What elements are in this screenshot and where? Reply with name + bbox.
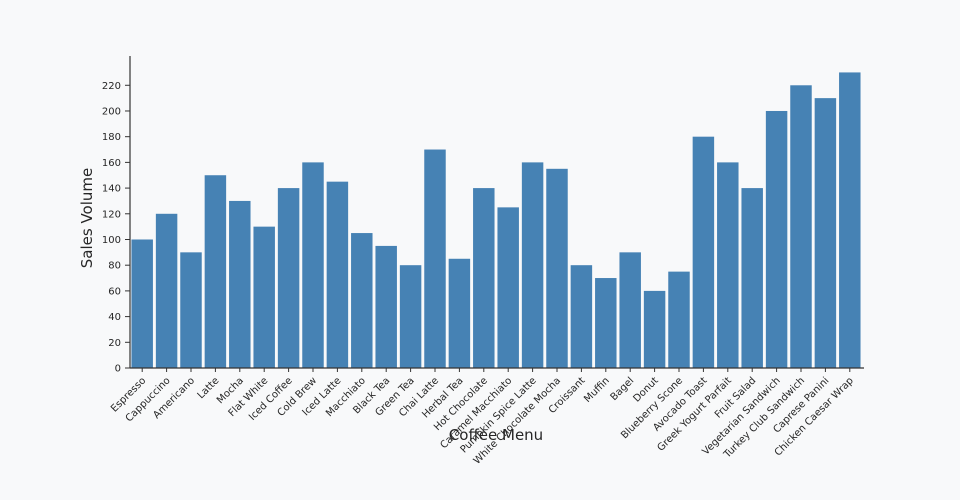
bar [229, 200, 251, 368]
bar [180, 252, 202, 368]
bar [595, 278, 617, 368]
y-tick-label: 100 [102, 235, 121, 246]
bar [473, 188, 495, 368]
bar [790, 85, 812, 368]
bar [668, 271, 690, 368]
y-tick-label: 200 [102, 106, 121, 117]
bar [277, 188, 300, 368]
bar [570, 265, 593, 368]
bar [204, 175, 227, 368]
bar [326, 181, 349, 368]
bar [692, 136, 715, 368]
bar [131, 239, 153, 368]
bar [521, 162, 544, 368]
bar [643, 290, 666, 368]
bar [399, 265, 422, 368]
bar [424, 149, 446, 368]
bar [497, 207, 519, 368]
bar [619, 252, 641, 368]
y-tick-label: 180 [102, 132, 121, 143]
bar [765, 110, 788, 368]
bar [814, 98, 837, 368]
bar [741, 188, 763, 368]
y-tick-label: 160 [102, 158, 121, 169]
bars-group [131, 72, 861, 369]
bar [717, 162, 739, 368]
y-tick-label: 120 [102, 209, 121, 220]
bar [448, 258, 471, 368]
bar [155, 213, 178, 368]
y-tick-label: 0 [115, 364, 121, 375]
bar [302, 162, 324, 368]
y-tick-label: 60 [108, 286, 121, 297]
bar [351, 233, 373, 368]
y-tick-label: 140 [102, 184, 121, 195]
bar [375, 245, 397, 368]
bar [253, 226, 275, 368]
y-tick-label: 220 [102, 81, 121, 92]
bar [546, 168, 568, 368]
x-tick-label: Muffin [582, 375, 612, 405]
y-axis-title: Sales Volume [78, 168, 96, 268]
x-axis-title: Coffee Menu [449, 426, 543, 444]
y-tick-label: 40 [108, 312, 121, 323]
y-tick-label: 80 [108, 261, 121, 272]
y-tick-label: 20 [108, 338, 121, 349]
bar [839, 72, 861, 369]
